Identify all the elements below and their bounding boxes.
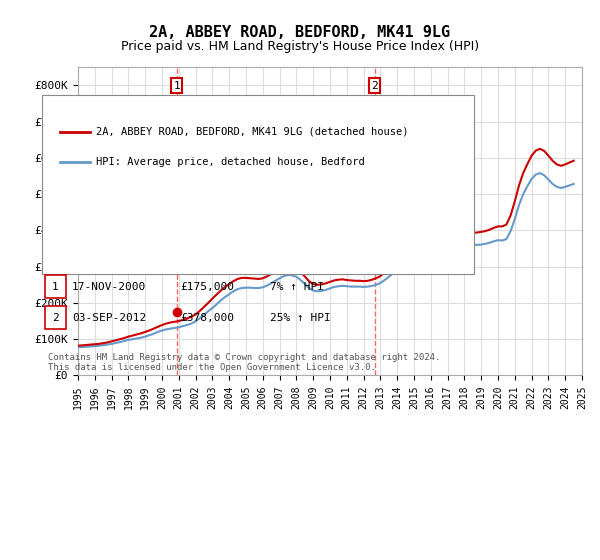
Text: £175,000: £175,000 (180, 282, 234, 292)
Text: 1: 1 (52, 282, 59, 292)
Text: 2A, ABBEY ROAD, BEDFORD, MK41 9LG (detached house): 2A, ABBEY ROAD, BEDFORD, MK41 9LG (detac… (96, 127, 409, 137)
Text: 2: 2 (52, 312, 59, 323)
Text: HPI: Average price, detached house, Bedford: HPI: Average price, detached house, Bedf… (96, 157, 365, 167)
Text: 1: 1 (173, 81, 180, 91)
Text: 25% ↑ HPI: 25% ↑ HPI (270, 312, 331, 323)
Text: Contains HM Land Registry data © Crown copyright and database right 2024.
This d: Contains HM Land Registry data © Crown c… (48, 353, 440, 372)
Text: 17-NOV-2000: 17-NOV-2000 (72, 282, 146, 292)
Text: 2: 2 (371, 81, 378, 91)
Text: 7% ↑ HPI: 7% ↑ HPI (270, 282, 324, 292)
Text: 03-SEP-2012: 03-SEP-2012 (72, 312, 146, 323)
Text: £378,000: £378,000 (180, 312, 234, 323)
Text: 2A, ABBEY ROAD, BEDFORD, MK41 9LG: 2A, ABBEY ROAD, BEDFORD, MK41 9LG (149, 25, 451, 40)
Text: Price paid vs. HM Land Registry's House Price Index (HPI): Price paid vs. HM Land Registry's House … (121, 40, 479, 53)
